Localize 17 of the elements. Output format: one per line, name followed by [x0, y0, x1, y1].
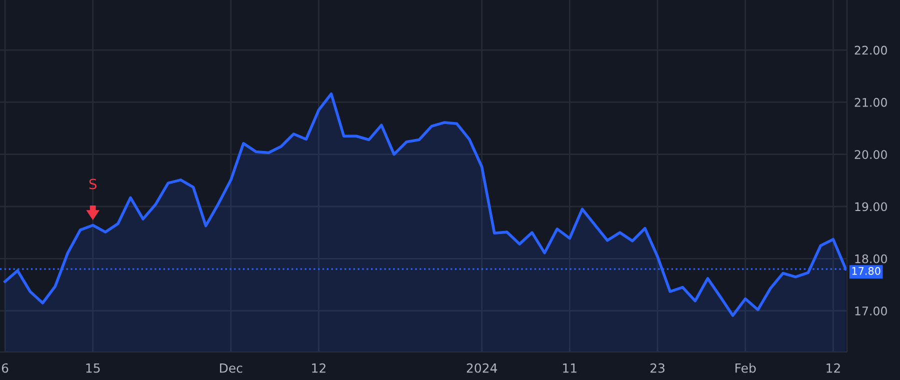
- x-tick-label: Dec: [220, 363, 242, 373]
- annotation: S: [89, 178, 96, 190]
- y-tick-label: 21.00: [854, 98, 887, 107]
- x-tick-label: 11: [563, 363, 576, 373]
- y-tick-label: 17.00: [855, 306, 887, 316]
- x-tick-label: 23: [650, 363, 664, 373]
- y-tick-label: 22.00: [854, 46, 887, 55]
- y-tick-label: 18.00: [855, 254, 887, 264]
- y-tick-label: 19.00: [855, 202, 887, 212]
- ref-line-label: 17.80: [852, 267, 880, 275]
- x-tick-label: 6: [2, 363, 8, 373]
- x-tick-label: 12: [312, 363, 326, 373]
- x-tick-label: 12: [826, 363, 840, 373]
- x-tick-label: 15: [86, 363, 100, 373]
- x-tick-label: Feb: [736, 363, 756, 373]
- y-tick-label: 20.00: [854, 150, 887, 160]
- x-tick-label: 2024: [466, 363, 498, 373]
